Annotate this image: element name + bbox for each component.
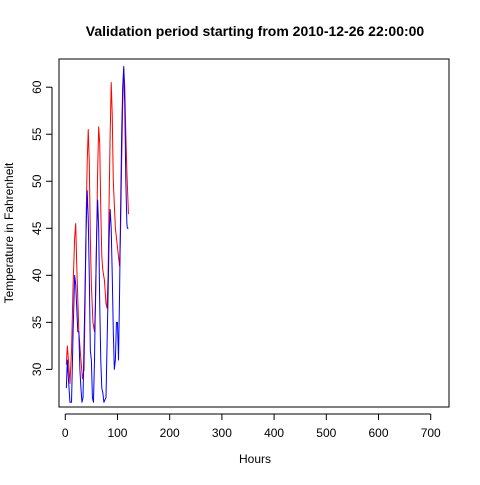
x-tick-label: 400	[264, 426, 284, 440]
x-tick-label: 700	[421, 426, 441, 440]
plot-frame	[58, 58, 450, 408]
y-tick-label: 45	[30, 221, 44, 235]
axes-layer: 0 100 200 300 400 500 600 700 30 35 40 45 50 55 60	[30, 80, 441, 440]
x-tick-label: 100	[107, 426, 127, 440]
x-tick-label: 300	[212, 426, 232, 440]
y-tick-label: 35	[30, 315, 44, 329]
y-tick-label: 40	[30, 268, 44, 282]
y-tick-label: 30	[30, 362, 44, 376]
y-axis-title: Temperature in Fahrenheit	[2, 162, 16, 303]
y-tick-label: 50	[30, 174, 44, 188]
y-tick-label: 60	[30, 80, 44, 94]
x-tick-label: 500	[316, 426, 336, 440]
x-axis-title: Hours	[239, 452, 271, 466]
x-tick-label: 200	[160, 426, 180, 440]
chart-title: Validation period starting from 2010-12-…	[86, 23, 425, 39]
x-tick-label: 0	[62, 426, 69, 440]
x-tick-label: 600	[369, 426, 389, 440]
series-layer	[65, 66, 129, 403]
series-line-2	[65, 66, 129, 403]
y-tick-label: 55	[30, 127, 44, 141]
